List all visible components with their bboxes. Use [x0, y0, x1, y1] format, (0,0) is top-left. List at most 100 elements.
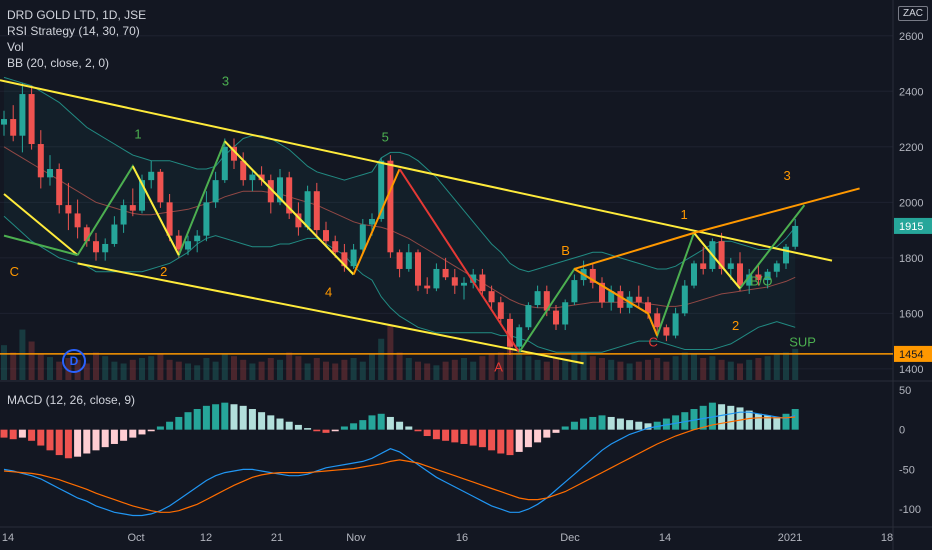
volume-bar — [111, 361, 118, 380]
candle-body — [405, 252, 412, 269]
macd-histogram-bar — [212, 404, 220, 430]
macd-histogram-bar — [681, 412, 689, 430]
breakout-target-line — [693, 187, 860, 234]
volume-bar — [543, 361, 550, 380]
macd-histogram-bar — [92, 429, 100, 451]
volume-bar — [1, 345, 7, 380]
volume-bar — [295, 356, 302, 380]
volume-bar — [433, 365, 440, 380]
volume-bar — [580, 352, 587, 380]
volume-bar — [681, 352, 688, 380]
candle-body — [93, 241, 99, 253]
volume-bar — [562, 359, 569, 380]
macd-histogram-bar — [166, 421, 174, 430]
volume-bar — [56, 361, 63, 380]
time-tick-label: 21 — [271, 532, 283, 544]
candle-body — [525, 305, 532, 328]
candle-body — [681, 285, 688, 314]
time-tick-label: 12 — [200, 532, 212, 544]
candle-body — [249, 174, 256, 181]
candle-body — [267, 180, 274, 203]
volume-bar — [635, 361, 642, 380]
candle-body — [304, 191, 311, 228]
volume-bar — [341, 359, 348, 380]
candle-body — [792, 225, 799, 247]
wave-c-line-orange — [573, 268, 659, 336]
candle-body — [635, 296, 642, 303]
currency-button[interactable]: ZAC — [898, 6, 928, 21]
volume-bar — [231, 356, 237, 380]
time-tick-label: Nov — [346, 532, 366, 544]
macd-histogram-bar — [552, 429, 560, 433]
macd-histogram-bar — [350, 423, 358, 430]
macd-histogram-bar — [662, 418, 670, 430]
price-tick-label: 1400 — [899, 364, 923, 376]
macd-histogram-bar — [561, 426, 569, 430]
macd-histogram-bar — [764, 415, 772, 430]
volume-bar — [773, 354, 780, 380]
macd-histogram-bar — [515, 429, 523, 452]
candle-body — [755, 274, 762, 281]
volume-bar — [47, 357, 53, 380]
volume-bar — [166, 359, 173, 380]
lower-channel-line — [77, 262, 584, 365]
tradingview-logo-icon[interactable]: D — [62, 349, 86, 373]
wave-label: 5 — [382, 129, 389, 144]
macd-histogram-bar — [635, 421, 643, 430]
candle-body — [10, 119, 17, 136]
candle-body — [323, 230, 329, 242]
macd-histogram-bar — [653, 421, 661, 430]
candle-body — [286, 177, 293, 214]
volume-bar — [350, 358, 357, 380]
candle-body — [369, 218, 375, 225]
volume-bar — [691, 354, 697, 380]
symbol-title[interactable]: DRD GOLD LTD, 1D, JSE — [7, 8, 147, 22]
candle-body — [571, 280, 578, 303]
volume-label[interactable]: Vol — [7, 40, 24, 54]
candle-body — [28, 94, 35, 145]
macd-histogram-bar — [202, 405, 210, 430]
macd-histogram-bar — [506, 429, 514, 456]
wave-label: B — [561, 243, 570, 258]
support-price-label: 1454 — [899, 349, 923, 361]
macd-histogram-bar — [193, 409, 201, 430]
volume-bar — [507, 343, 513, 380]
volume-bar — [525, 356, 532, 380]
volume-bar — [727, 361, 734, 380]
candle-body — [350, 249, 357, 267]
bollinger-label[interactable]: BB (20, close, 2, 0) — [7, 56, 110, 70]
candle-body — [111, 224, 118, 244]
time-tick-label: 14 — [659, 532, 671, 544]
volume-bar — [415, 361, 421, 380]
macd-histogram-bar — [138, 429, 146, 435]
candle-body — [313, 191, 320, 231]
candle-body — [396, 252, 403, 269]
macd-histogram-bar — [83, 429, 91, 454]
rsi-strategy-label[interactable]: RSI Strategy (14, 30, 70) — [7, 24, 140, 38]
volume-bar — [617, 361, 624, 380]
macd-histogram-bar — [0, 429, 8, 438]
bollinger-upper-line — [3, 76, 796, 273]
candle-body — [764, 271, 771, 281]
macd-histogram-bar — [543, 429, 551, 438]
volume-bar — [589, 356, 596, 380]
wave-2-line-yellow-b — [693, 232, 741, 290]
candle-body — [562, 302, 569, 325]
bollinger-middle-line — [3, 146, 796, 309]
candle-body — [83, 227, 90, 242]
volume-bar — [461, 358, 467, 380]
price-tick-label: 2600 — [899, 31, 923, 43]
volume-bar — [194, 365, 201, 380]
wave-label: 2 — [160, 264, 167, 279]
macd-legend[interactable]: MACD (12, 26, close, 9) — [7, 393, 136, 407]
candle-body — [461, 282, 467, 286]
macd-histogram-bar — [644, 423, 652, 430]
macd-histogram-bar — [331, 429, 339, 432]
last-price-tag — [894, 217, 932, 234]
candle-body — [148, 171, 155, 181]
candle-body — [240, 160, 247, 181]
candle-body — [378, 160, 385, 219]
macd-histogram-bar — [432, 429, 440, 440]
volume-bar — [249, 363, 256, 380]
